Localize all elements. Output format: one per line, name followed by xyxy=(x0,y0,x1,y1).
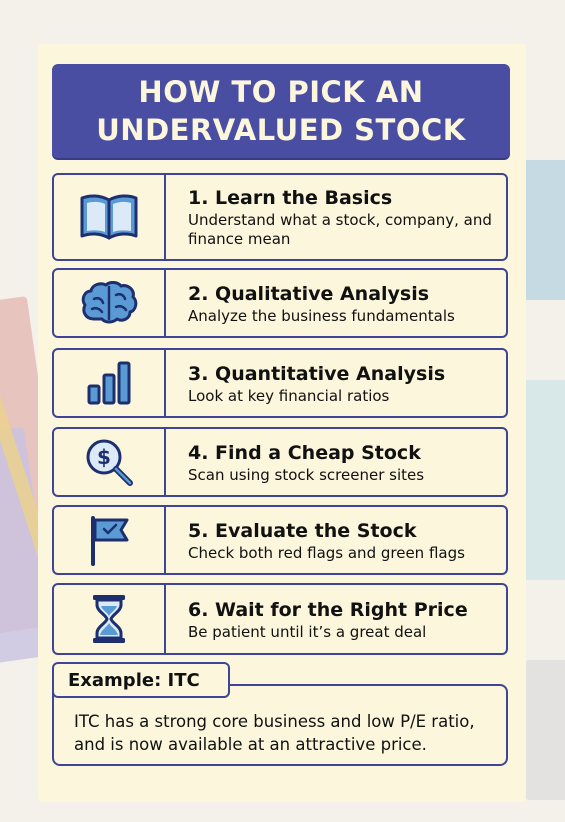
step-quantitative-analysis: 3. Quantitative Analysis Look at key fin… xyxy=(52,348,508,418)
flag-icon xyxy=(91,516,129,566)
book-icon xyxy=(80,194,138,240)
step-icon-cell xyxy=(54,350,166,416)
page-title: HOW TO PICK AN UNDERVALUED STOCK xyxy=(52,64,510,158)
example-label: Example: ITC xyxy=(52,662,230,698)
step-icon-cell xyxy=(54,270,166,336)
step-description: Understand what a stock, company, and fi… xyxy=(188,211,492,248)
step-description: Be patient until it’s a great deal xyxy=(188,622,427,641)
step-find-cheap-stock: $ 4. Find a Cheap Stock Scan using stock… xyxy=(52,427,508,497)
step-qualitative-analysis: 2. Qualitative Analysis Analyze the busi… xyxy=(52,268,508,338)
step-learn-basics: 1. Learn the Basics Understand what a st… xyxy=(52,173,508,261)
step-description: Look at key financial ratios xyxy=(188,386,390,405)
step-heading: 1. Learn the Basics xyxy=(188,187,393,209)
step-icon-cell xyxy=(54,175,166,259)
hourglass-icon xyxy=(93,595,125,643)
title-line-1: HOW TO PICK AN xyxy=(138,75,424,109)
step-heading: 6. Wait for the Right Price xyxy=(188,598,468,621)
step-icon-cell xyxy=(54,507,166,573)
step-heading: 2. Qualitative Analysis xyxy=(188,282,430,305)
step-description: Analyze the business fundamentals xyxy=(188,306,455,325)
brain-icon xyxy=(81,281,138,324)
title-line-2: UNDERVALUED STOCK xyxy=(96,113,466,147)
step-description: Scan using stock screener sites xyxy=(188,465,425,484)
step-wait-right-price: 6. Wait for the Right Price Be patient u… xyxy=(52,583,508,655)
dollar-magnifier-icon: $ xyxy=(86,439,133,486)
step-description: Check both red flags and green flags xyxy=(188,543,465,562)
infographic-card: HOW TO PICK AN UNDERVALUED STOCK 1. Lear… xyxy=(38,44,526,802)
step-heading: 3. Quantitative Analysis xyxy=(188,362,446,385)
background-book xyxy=(525,660,565,800)
example-label-text: Example: ITC xyxy=(68,669,200,691)
step-heading: 5. Evaluate the Stock xyxy=(188,519,417,542)
step-icon-cell xyxy=(54,585,166,653)
svg-text:$: $ xyxy=(97,445,111,469)
step-icon-cell: $ xyxy=(54,429,166,495)
step-heading: 4. Find a Cheap Stock xyxy=(188,441,421,464)
example-text: ITC has a strong core business and low P… xyxy=(74,712,475,754)
step-evaluate-stock: 5. Evaluate the Stock Check both red fla… xyxy=(52,505,508,575)
bar-chart-icon xyxy=(87,361,131,405)
